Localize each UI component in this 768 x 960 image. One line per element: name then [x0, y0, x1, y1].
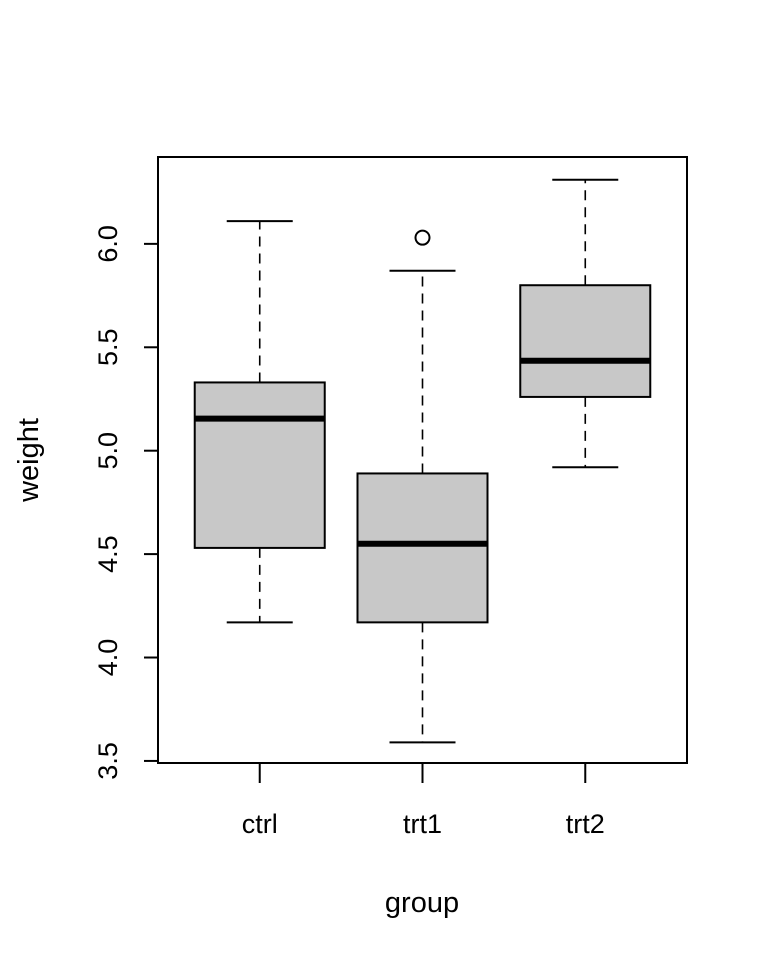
x-axis-label: group: [385, 887, 459, 919]
y-tick-label: 6.0: [93, 225, 123, 263]
y-tick-label: 5.5: [93, 329, 123, 367]
box-body: [193, 381, 326, 549]
box-ctrl: [193, 220, 326, 624]
x-tick-label: ctrl: [242, 809, 278, 839]
y-tick-label: 4.0: [93, 639, 123, 677]
y-axis-label: weight: [13, 418, 45, 503]
outlier-point: [414, 229, 431, 246]
x-tick-label: trt1: [403, 809, 442, 839]
x-axis: ctrl trt1 trt2: [242, 762, 605, 839]
box-body: [519, 284, 652, 398]
y-axis: 3.5 4.0 4.5 5.0 5.5 6.0: [93, 225, 159, 780]
y-tick-label: 3.5: [93, 742, 123, 780]
box-trt1: [356, 229, 489, 744]
boxes: [193, 178, 652, 744]
x-tick-label: trt2: [566, 809, 605, 839]
box-body: [356, 472, 489, 624]
box-trt2: [519, 178, 652, 469]
y-tick-label: 5.0: [93, 432, 123, 470]
y-tick-label: 4.5: [93, 535, 123, 573]
